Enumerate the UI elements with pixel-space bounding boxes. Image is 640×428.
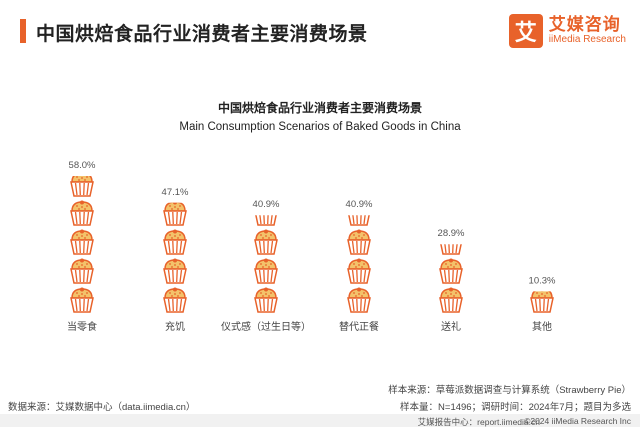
brand-logo: 艾 艾媒咨询 iiMedia Research	[508, 14, 626, 48]
cupcake-icon	[163, 202, 187, 226]
cupcake-icon	[255, 215, 277, 226]
partial-icon-group	[70, 176, 94, 197]
logo-name-cn: 艾媒咨询	[548, 15, 621, 34]
copyright: ©2024 iiMedia Research Inc	[524, 416, 631, 426]
category-label: 仪式感（过生日等）	[221, 320, 311, 333]
cupcake-icon	[440, 244, 462, 255]
cupcake-icon	[439, 287, 463, 313]
report-site: 艾媒报告中心：report.iimedia.cn	[417, 417, 540, 427]
category-label: 替代正餐	[339, 320, 379, 333]
partial-icon-group	[440, 244, 462, 255]
cupcake-icon	[70, 176, 94, 197]
chart-title: 中国烘焙食品行业消费者主要消费场景	[217, 101, 422, 115]
cupcake-icon	[439, 258, 463, 284]
cupcake-icon	[254, 287, 278, 313]
cupcake-icon	[70, 229, 94, 255]
logo-name-en: iiMedia Research	[548, 34, 626, 45]
footer-bar	[0, 414, 640, 427]
cupcake-icon	[70, 258, 94, 284]
bar-column	[163, 202, 187, 313]
cupcake-icon	[163, 258, 187, 284]
page-title: 中国烘焙食品行业消费者主要消费场景	[36, 24, 368, 45]
logo-mark: 艾	[508, 14, 543, 48]
logo-text: 艾媒咨询 iiMedia Research	[549, 16, 626, 46]
category-label: 送礼	[441, 320, 461, 333]
bar-column	[70, 176, 94, 313]
sample-source: 样本来源：草莓派数据调查与计算系统（Strawberry Pie）	[388, 385, 631, 396]
value-label: 28.9%	[438, 228, 465, 239]
cupcake-icon	[163, 229, 187, 255]
bar-column	[254, 215, 278, 313]
cupcake-icon	[163, 287, 187, 313]
value-label: 40.9%	[346, 199, 373, 210]
cupcake-icon	[347, 229, 371, 255]
cupcake-icon	[70, 287, 94, 313]
partial-icon-group	[163, 202, 187, 226]
value-label: 58.0%	[69, 160, 96, 171]
bar-column	[347, 215, 371, 313]
value-label: 40.9%	[253, 199, 280, 210]
cupcake-icon	[254, 258, 278, 284]
cupcake-icon	[70, 200, 94, 226]
category-label: 当零食	[67, 320, 97, 333]
cupcake-icon	[254, 229, 278, 255]
bar-column	[439, 244, 463, 313]
cupcake-icon	[530, 291, 554, 313]
sample-size: 样本量：N=1496；调研时间：2024年7月；题目为多选	[400, 402, 631, 413]
value-label: 10.3%	[529, 275, 556, 286]
chart-subtitle: Main Consumption Scenarios of Baked Good…	[179, 121, 461, 133]
partial-icon-group	[530, 291, 554, 313]
value-label: 47.1%	[162, 187, 189, 198]
data-source: 数据来源：艾媒数据中心（data.iimedia.cn）	[8, 402, 196, 413]
cupcake-icon	[348, 215, 370, 226]
category-label: 充饥	[165, 320, 185, 333]
title-accent-bar	[20, 19, 26, 43]
cupcake-icon	[347, 258, 371, 284]
partial-icon-group	[255, 215, 277, 226]
partial-icon-group	[348, 215, 370, 226]
bar-column	[530, 291, 554, 313]
cupcake-icon	[347, 287, 371, 313]
category-label: 其他	[532, 320, 552, 333]
